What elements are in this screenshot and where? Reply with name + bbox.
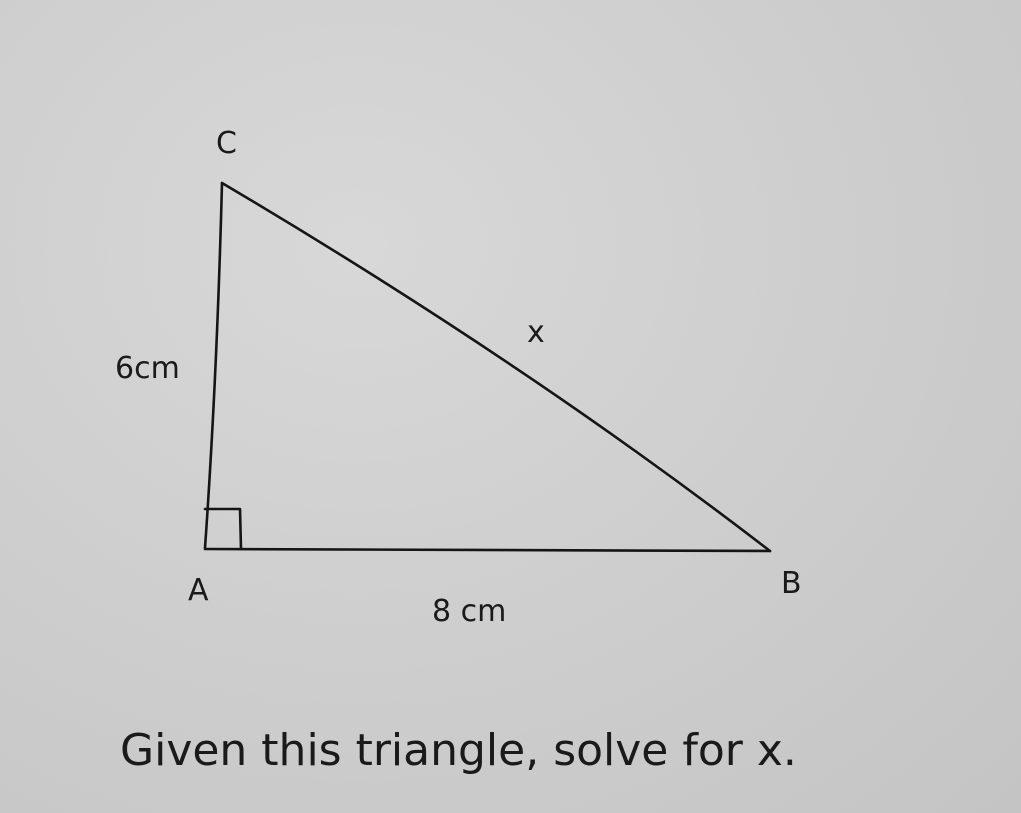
side-label-ab: 8 cm [432, 594, 506, 629]
side-ab [203, 547, 772, 553]
vertex-label-c: C [216, 126, 237, 161]
side-label-bc: x [527, 315, 545, 350]
side-label-ac: 6cm [115, 351, 180, 386]
vertex-label-a: A [188, 573, 209, 608]
vertex-label-b: B [781, 566, 802, 601]
question-text: Given this triangle, solve for x. [120, 725, 797, 776]
right-angle-marker [203, 507, 243, 551]
side-ac [203, 181, 224, 550]
side-bc [220, 181, 772, 553]
